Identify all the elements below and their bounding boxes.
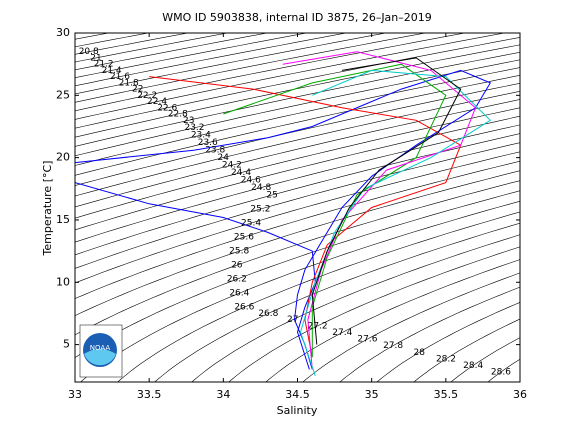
isopycnal: [228, 246, 520, 382]
isopycnal: [75, 67, 520, 166]
logo-text: NOAA: [90, 344, 111, 352]
isopycnal-label: 28.6: [491, 368, 511, 378]
isopycnal: [75, 133, 520, 256]
profiles: [75, 51, 492, 376]
isopycnal: [75, 33, 428, 103]
isopycnal-label: 21.8: [119, 78, 139, 88]
y-axis-label: Temperature [°C]: [41, 161, 54, 257]
isopycnal: [75, 33, 348, 87]
isopycnal: [154, 222, 520, 382]
isopycnal-label: 21.2: [94, 60, 114, 70]
isopycnal-label: 23.6: [198, 138, 218, 148]
isopycnal-label: 23.4: [191, 131, 211, 141]
profile: [282, 51, 477, 370]
isopycnal: [75, 75, 520, 176]
x-tick-label: 36: [513, 388, 527, 401]
isopycnal: [75, 51, 520, 147]
isopycnal-label: 25: [266, 191, 277, 201]
isopycnal: [75, 33, 507, 120]
isopycnal-label: 25.4: [241, 219, 261, 229]
isopycnal-label: 28.4: [463, 361, 483, 371]
x-tick-label: 33.5: [137, 388, 162, 401]
isopycnal-label: 27.6: [357, 335, 377, 345]
x-tick-label: 35: [365, 388, 379, 401]
profile: [223, 63, 447, 358]
isopycnal-label: 24: [218, 153, 230, 163]
isopycnal-label: 21: [90, 53, 101, 63]
profile: [149, 76, 462, 358]
y-tick-label: 15: [56, 213, 70, 226]
isopycnal: [413, 318, 520, 382]
isopycnal-label: 26.2: [227, 275, 247, 285]
x-tick-label: 34: [216, 388, 230, 401]
isopycnal-label: 25.2: [250, 205, 270, 215]
isopycnal: [75, 170, 520, 317]
isopycnal-label: 24.8: [251, 183, 271, 193]
isopycnal: [75, 37, 520, 129]
isopycnal-label: 23: [183, 116, 194, 126]
isopycnal: [75, 59, 520, 157]
y-tick-label: 20: [56, 151, 70, 164]
chart-title: WMO ID 5903838, internal ID 3875, 26–Jan…: [162, 11, 432, 24]
profile: [311, 57, 462, 345]
isopycnal-label: 20.8: [79, 47, 99, 57]
x-tick-label: 35.5: [434, 388, 459, 401]
profile: [75, 182, 316, 370]
y-tick-label: 5: [63, 338, 70, 351]
x-axis-label: Salinity: [277, 404, 318, 417]
logo-wave: [84, 349, 116, 366]
x-tick-label: 33: [68, 388, 82, 401]
isopycnal-label: 22.2: [137, 91, 157, 101]
isopycnal-label: 21.4: [102, 66, 122, 76]
isopycnal-label: 22.8: [168, 110, 188, 120]
isopycnal-label: 23.8: [205, 146, 225, 156]
isopycnal-label: 27.2: [308, 321, 328, 331]
isopycnal: [265, 259, 520, 382]
profile: [299, 69, 492, 376]
isopycnal-label: 26: [231, 261, 243, 271]
isopycnal-label: 22: [132, 85, 143, 95]
isopycnal: [302, 272, 520, 382]
contour-labels: 20.82121.221.421.621.82222.222.422.622.8…: [79, 47, 512, 377]
y-tick-label: 10: [56, 275, 70, 288]
isopycnal-label: 26.4: [229, 289, 249, 299]
isopycnal: [75, 44, 520, 138]
x-tick-label: 34.5: [285, 388, 310, 401]
isopycnal-label: 24.2: [222, 161, 242, 171]
isopycnal: [75, 124, 520, 243]
isopycnal-label: 27.4: [332, 328, 352, 338]
isopycnal-label: 24.6: [241, 176, 261, 186]
isopycnal-label: 27: [287, 315, 298, 325]
y-tick-label: 30: [56, 26, 70, 39]
isopycnal: [75, 142, 520, 269]
isopycnal-label: 27.8: [383, 341, 403, 351]
isopycnal-label: 25.8: [229, 247, 249, 257]
isopycnal: [117, 211, 520, 382]
isopycnal: [75, 115, 520, 231]
y-tick-label: 25: [56, 88, 70, 101]
isopycnal: [75, 107, 520, 219]
isopycnal-label: 26.8: [258, 309, 278, 319]
isopycnal-label: 26.6: [234, 303, 254, 313]
isopycnal: [191, 234, 520, 382]
isopycnal-label: 22.6: [157, 103, 177, 113]
isopycnal-label: 21.6: [110, 72, 130, 82]
isopycnal-label: 22.4: [147, 97, 167, 107]
isopycnal: [80, 200, 520, 382]
isopycnal: [339, 286, 520, 382]
isopycnal-label: 23.2: [184, 123, 204, 133]
profile: [75, 69, 492, 370]
isopycnal: [376, 302, 520, 382]
isopycnal-label: 25.6: [234, 233, 254, 243]
isopycnal: [75, 33, 467, 112]
isopycnal-label: 24.4: [231, 168, 251, 178]
isopycnal-label: 28.2: [436, 354, 456, 364]
isopycnal-label: 28: [414, 348, 426, 358]
isopycnal: [75, 160, 520, 299]
isopycnal: [75, 151, 520, 284]
logo: NOAA: [79, 324, 123, 378]
isopycnal: [75, 33, 388, 95]
